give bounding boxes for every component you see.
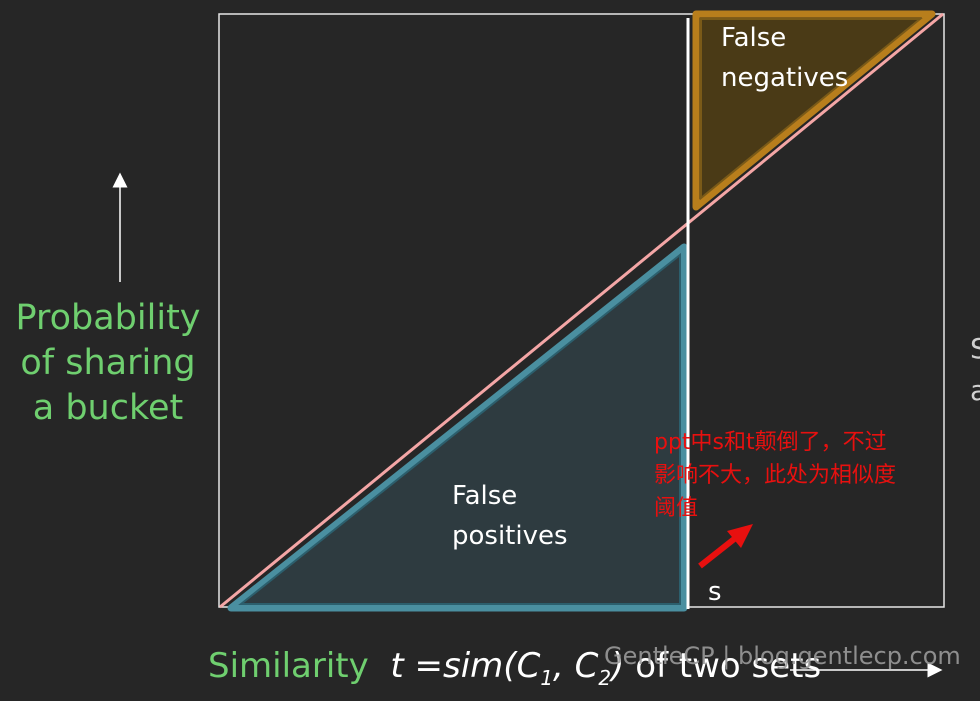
false-negatives-region [692, 10, 936, 211]
annotation-line-1: ppt中s和t颠倒了，不过 [654, 430, 887, 455]
false-positives-label: False positives [452, 476, 568, 556]
false-negatives-inner-outline [700, 18, 923, 201]
false-negatives-line-2: negatives [721, 63, 849, 93]
threshold-label: s [708, 577, 722, 607]
false-positives-inner-outline [238, 252, 681, 605]
false-negatives-label: False negatives [721, 18, 848, 98]
diagonal-line [219, 12, 944, 609]
x-axis-formula: t =sim(C1, C2) [380, 646, 625, 690]
x-axis-label-prefix: Similarity [208, 646, 369, 686]
annotation-arrowhead [727, 524, 753, 548]
y-axis-label-line-2: of sharing [20, 343, 196, 383]
false-positives-line-1: False [452, 481, 518, 511]
y-axis-label: Probability of sharing a bucket [8, 296, 208, 431]
formula-sub-2: 2 [598, 665, 612, 690]
y-axis-label-line-3: a bucket [32, 388, 184, 428]
cut-off-line-1: S [970, 332, 980, 365]
annotation-line-3: 阈值 [654, 496, 699, 521]
chinese-annotation: ppt中s和t颠倒了，不过 影响不大，此处为相似度 阈值 [654, 426, 944, 525]
false-negatives-line-1: False [721, 23, 787, 53]
y-axis-label-line-1: Probability [15, 298, 201, 338]
false-positives-line-2: positives [452, 521, 568, 551]
formula-t: t =sim(C [390, 646, 541, 686]
formula-sub-1: 1 [540, 665, 554, 690]
annotation-arrow [698, 533, 740, 569]
formula-comma: , C [553, 646, 599, 686]
false-positives-region [227, 243, 688, 612]
cut-off-line-2: a [970, 374, 980, 407]
x-axis-label-suffix: of two sets [624, 646, 822, 686]
cut-off-text: S a [970, 328, 980, 412]
x-axis-label: Similarity t =sim(C1, C2) of two sets [208, 643, 821, 701]
formula-close: ) [611, 646, 625, 686]
annotation-line-2: 影响不大，此处为相似度 [654, 463, 897, 488]
watermark: GentleCP | blog.gentlecp.com [604, 642, 961, 670]
